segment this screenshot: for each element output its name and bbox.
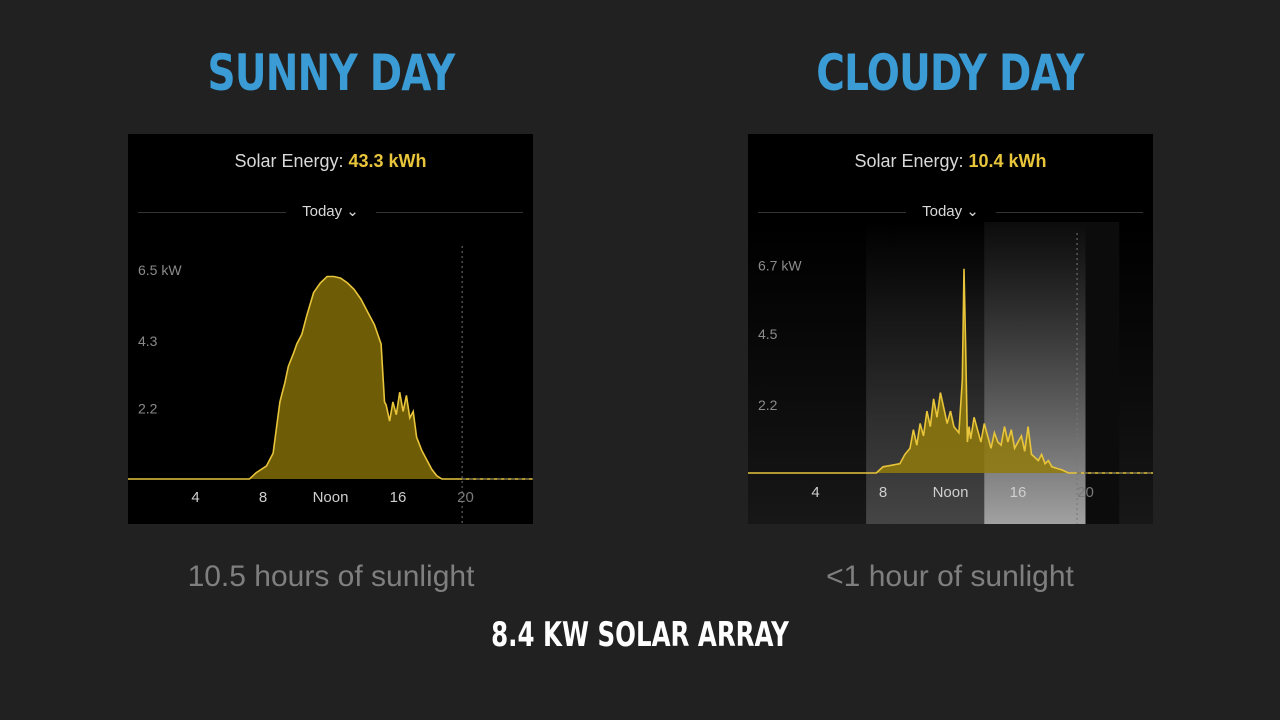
cloudy-day-panel: Solar Energy: 10.4 kWh Today ⌄ 2.2 4.5 6.7…: [748, 134, 1153, 524]
x-tick-label: 20: [1077, 484, 1094, 501]
current-hour-band: [984, 222, 1086, 524]
y-tick-label: 6.5 kW: [138, 262, 182, 278]
separator-line: [376, 212, 523, 213]
x-tick-label: 16: [1010, 484, 1027, 501]
solar-energy-value: 43.3 kWh: [348, 151, 427, 171]
y-tick-label: 4.5: [758, 326, 778, 342]
array-size-caption: 8.4 KW SOLAR ARRAY: [491, 615, 789, 655]
x-tick-label: 8: [879, 484, 887, 501]
y-tick-label: 2.2: [138, 400, 158, 416]
power-area: [748, 268, 1153, 473]
period-selector[interactable]: Today ⌄: [302, 203, 359, 220]
x-tick-label: 20: [457, 489, 474, 506]
separator-line: [996, 212, 1143, 213]
solar-energy-value: 10.4 kWh: [968, 151, 1047, 171]
separator-line: [138, 212, 286, 213]
cloudy-day-heading: CLOUDY DAY: [816, 44, 1084, 102]
night-shading: [1085, 222, 1120, 524]
solar-energy-summary: Solar Energy: 43.3 kWh: [128, 151, 533, 172]
y-tick-label: 2.2: [758, 397, 778, 413]
cloudy-sunlight-caption: <1 hour of sunlight: [826, 560, 1074, 593]
sunny-day-heading: SUNNY DAY: [207, 44, 456, 102]
y-tick-label: 6.7 kW: [758, 258, 802, 274]
x-tick-label: 4: [191, 489, 199, 506]
solar-energy-summary: Solar Energy: 10.4 kWh: [748, 151, 1153, 172]
sunny-day-panel: Solar Energy: 43.3 kWh Today ⌄ 2.2 4.3 6.5…: [128, 134, 533, 524]
solar-energy-label: Solar Energy:: [854, 151, 964, 171]
power-area: [128, 276, 533, 479]
x-tick-label: 8: [259, 489, 267, 506]
solar-energy-label: Solar Energy:: [234, 151, 344, 171]
power-line: [128, 275, 533, 480]
cloudy-power-chart: 2.2 4.5 6.7 kW 4 8 Noon 16 20: [748, 222, 1153, 524]
x-tick-label: Noon: [933, 484, 969, 501]
power-line: [748, 268, 1153, 474]
x-tick-label: 16: [390, 489, 407, 506]
y-tick-label: 4.3: [138, 333, 158, 349]
sunny-power-chart: 2.2 4.3 6.5 kW 4 8 Noon 16 20: [128, 246, 533, 524]
period-selector[interactable]: Today ⌄: [922, 203, 979, 220]
x-tick-label: Noon: [313, 489, 349, 506]
separator-line: [758, 212, 906, 213]
x-tick-label: 4: [811, 484, 819, 501]
sunny-sunlight-caption: 10.5 hours of sunlight: [187, 560, 475, 593]
